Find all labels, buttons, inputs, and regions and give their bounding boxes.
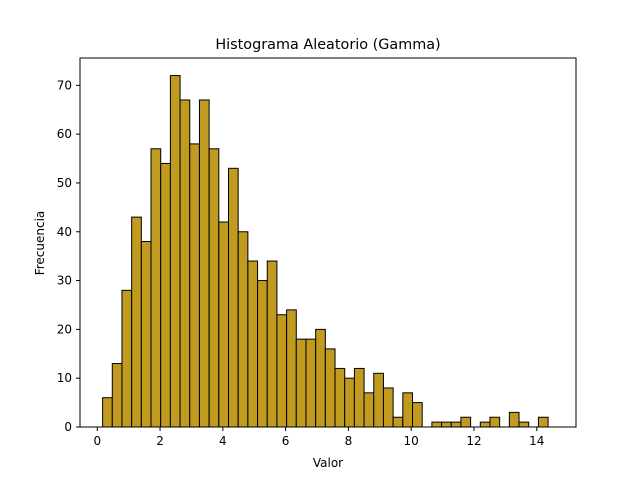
histogram-bar xyxy=(344,377,355,428)
histogram-bar xyxy=(295,338,307,428)
histogram-bar xyxy=(111,363,123,428)
histogram-bar xyxy=(353,367,365,428)
plot-frame xyxy=(79,57,577,428)
histogram-bar xyxy=(198,99,210,428)
histogram-bar xyxy=(266,260,278,428)
x-tick-label: 8 xyxy=(345,434,353,448)
histogram-bar xyxy=(324,348,336,428)
x-tick-label: 0 xyxy=(93,434,101,448)
y-tick-label: 10 xyxy=(57,371,72,385)
y-tick-label: 30 xyxy=(57,274,72,288)
histogram-bar xyxy=(140,241,152,428)
histogram-bar xyxy=(121,289,133,428)
histogram-bar xyxy=(392,416,404,428)
histogram-bar xyxy=(537,416,549,428)
x-tick-label: 14 xyxy=(529,434,544,448)
histogram-bar xyxy=(286,309,297,428)
y-tick-label: 50 xyxy=(57,176,72,190)
histogram-bar xyxy=(131,216,142,428)
histogram-bar xyxy=(382,387,394,428)
histogram-bar xyxy=(218,221,230,428)
histogram-bar xyxy=(160,162,171,428)
histogram-bar xyxy=(276,314,288,428)
x-tick-label: 2 xyxy=(156,434,164,448)
y-axis-ticks: 0 10 20 30 40 50 60 70 xyxy=(57,78,80,434)
histogram-bar xyxy=(431,421,443,428)
y-tick-label: 60 xyxy=(57,127,72,141)
histogram-bar xyxy=(460,416,472,428)
histogram-bar xyxy=(237,231,249,428)
histogram-bar xyxy=(518,421,530,428)
histogram-bar xyxy=(189,143,200,428)
histogram-bar xyxy=(373,372,384,428)
x-tick-label: 12 xyxy=(466,434,481,448)
histogram-bar xyxy=(508,411,520,428)
x-tick-label: 10 xyxy=(404,434,419,448)
y-axis-label: Frecuencia xyxy=(33,211,47,276)
histogram-bar xyxy=(441,421,452,428)
chart-title: Histograma Aleatorio (Gamma) xyxy=(215,37,440,53)
histogram-bar xyxy=(363,392,375,428)
histogram-bar xyxy=(150,148,162,428)
histogram-bar xyxy=(305,338,317,428)
histogram-bar xyxy=(402,392,414,428)
histogram-bar xyxy=(315,328,326,428)
histogram-bar xyxy=(208,148,220,428)
x-tick-label: 6 xyxy=(282,434,290,448)
x-axis-ticks: 0 2 4 6 8 10 12 14 xyxy=(93,427,544,448)
histogram-bar xyxy=(334,367,346,428)
histogram-bar xyxy=(247,260,259,428)
y-tick-label: 40 xyxy=(57,225,72,239)
histogram-bar xyxy=(179,99,191,428)
histogram-bar xyxy=(479,421,491,428)
y-tick-label: 0 xyxy=(64,420,72,434)
histogram-bar xyxy=(450,421,462,428)
histogram-bar xyxy=(228,167,239,428)
histogram-bar xyxy=(169,75,181,428)
histogram-bar xyxy=(412,402,423,428)
histogram-bar xyxy=(102,397,113,428)
histogram-bar xyxy=(257,280,268,428)
y-tick-label: 70 xyxy=(57,78,72,92)
x-axis-label: Valor xyxy=(313,456,343,470)
y-tick-label: 20 xyxy=(57,322,72,336)
histogram-bar xyxy=(489,416,501,428)
x-tick-label: 4 xyxy=(219,434,227,448)
